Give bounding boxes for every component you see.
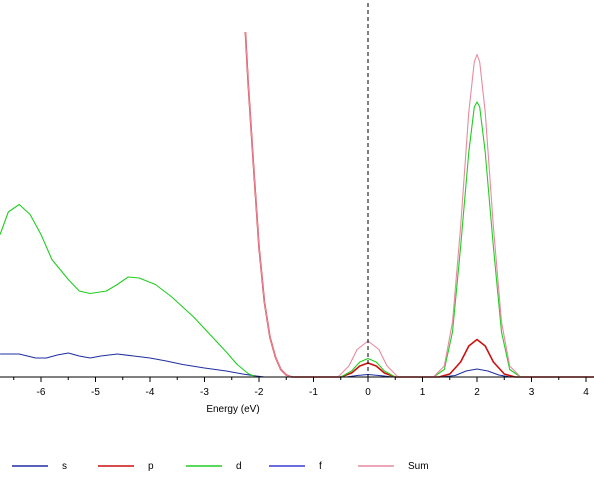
legend-label-f: f: [319, 461, 322, 472]
x-tick-label: -3: [200, 387, 209, 398]
x-tick-label: -4: [146, 387, 155, 398]
legend-label-p: p: [148, 461, 154, 472]
legend-label-d: d: [236, 461, 242, 472]
x-tick-label: 0: [365, 387, 371, 398]
series-line-sum: [244, 31, 594, 378]
x-tick-label: 2: [474, 387, 480, 398]
series-line-d: [0, 101, 594, 378]
x-tick-label: 3: [529, 387, 535, 398]
x-axis-ticks: -6 -5 -4 -3 -2 -1 0 1 2 3 4: [13, 377, 589, 398]
x-tick-label: 4: [583, 387, 589, 398]
x-tick-label: -5: [91, 387, 100, 398]
x-tick-label: 1: [420, 387, 426, 398]
x-tick-label: -6: [37, 387, 46, 398]
series-line-p: [244, 31, 594, 378]
x-axis-title: Energy (eV): [206, 404, 259, 415]
series-line-s: [0, 352, 594, 378]
x-tick-label: -1: [309, 387, 318, 398]
x-tick-label: -2: [255, 387, 264, 398]
legend-label-sum: Sum: [408, 461, 429, 472]
chart-curves: [0, 31, 594, 378]
legend-label-s: s: [62, 461, 67, 472]
legend: s p d f Sum: [12, 461, 429, 472]
